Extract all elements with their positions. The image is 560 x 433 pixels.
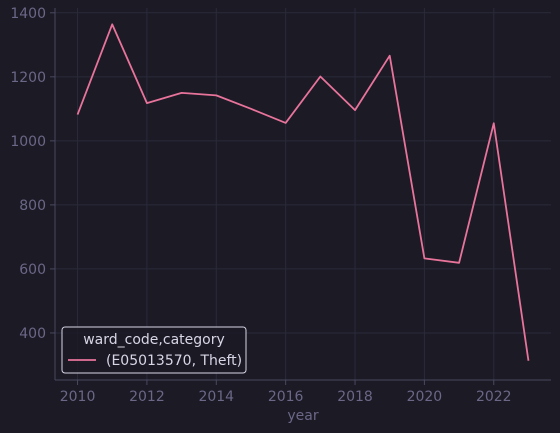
y-tick-label: 1400	[10, 6, 46, 22]
series-line-0	[76, 23, 530, 361]
series-lines	[76, 23, 530, 361]
x-tick-label: 2020	[407, 389, 443, 405]
axes	[50, 8, 551, 385]
y-tick-label: 1200	[10, 70, 46, 86]
legend: ward_code,category (E05013570, Theft)	[61, 326, 247, 374]
y-tick-label: 1000	[10, 134, 46, 150]
x-tick-label: 2014	[198, 389, 234, 405]
y-tick-label: 400	[19, 326, 46, 342]
x-tick-label: 2016	[268, 389, 304, 405]
legend-entry-label-0: (E05013570, Theft)	[106, 353, 242, 369]
x-axis-label: year	[287, 408, 318, 424]
tick-labels: 2010 2012 2014 2016 2018 2020 2022 400 600 800 100…	[10, 6, 511, 405]
x-tick-label: 2010	[60, 389, 96, 405]
x-tick-label: 2012	[129, 389, 165, 405]
x-tick-label: 2018	[337, 389, 373, 405]
legend-title: ward_code,category	[83, 332, 225, 348]
x-tick-label: 2022	[476, 389, 512, 405]
y-tick-label: 600	[19, 262, 46, 278]
legend-box	[61, 326, 247, 374]
y-tick-label: 800	[19, 198, 46, 214]
